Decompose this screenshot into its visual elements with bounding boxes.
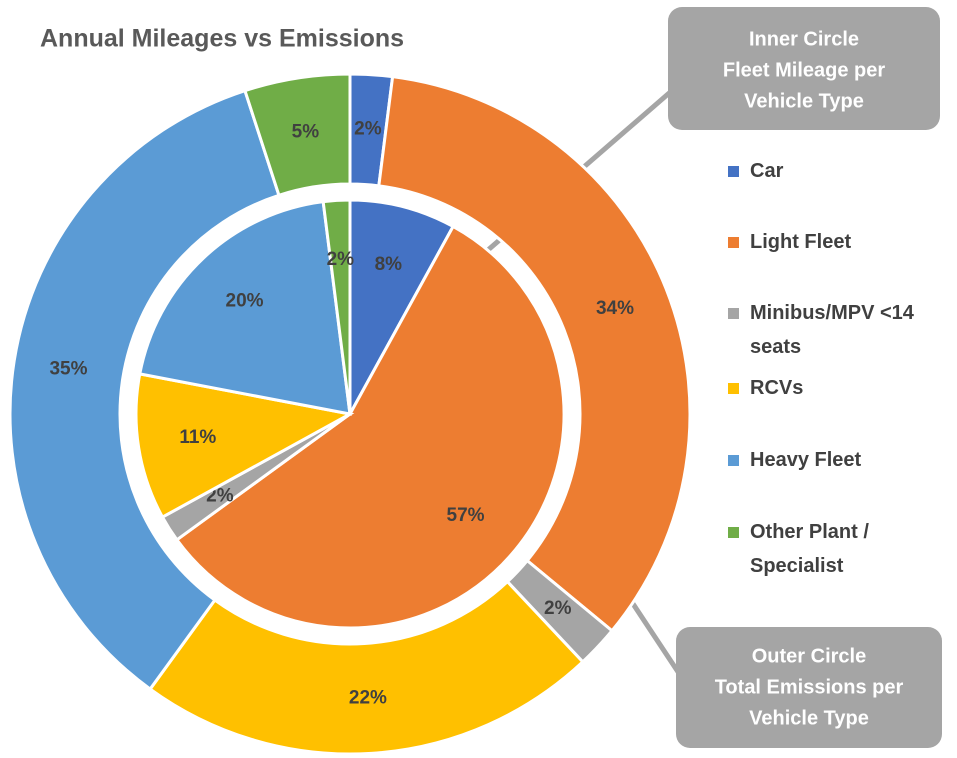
legend-item: Light Fleet xyxy=(728,225,953,259)
data-label: 20% xyxy=(226,291,264,312)
annotation-text: Outer Circle xyxy=(752,645,866,667)
pie-slice xyxy=(377,75,692,633)
data-label: 22% xyxy=(349,687,387,708)
annotation-box xyxy=(668,7,940,130)
annotation-text: Total Emissions per xyxy=(715,676,904,698)
legend-swatch xyxy=(728,237,739,248)
legend-item: Minibus/MPV <14 seats xyxy=(728,296,953,364)
data-label: 8% xyxy=(375,254,403,275)
data-label: 34% xyxy=(596,298,634,319)
legend-item: RCVs xyxy=(728,371,953,405)
data-label: 57% xyxy=(447,505,485,526)
legend-label: Other Plant / Specialist xyxy=(750,521,869,577)
data-label: 35% xyxy=(49,358,87,379)
legend-label: Heavy Fleet xyxy=(750,449,862,471)
pie-slice xyxy=(348,198,456,415)
pie-slice xyxy=(148,579,585,756)
data-label: 11% xyxy=(179,427,216,448)
data-label: 2% xyxy=(354,119,382,140)
pie-slice xyxy=(174,224,566,630)
annotation-text: Vehicle Type xyxy=(744,90,864,112)
legend-swatch xyxy=(728,455,739,466)
legend-swatch xyxy=(728,308,739,319)
legend-label: Minibus/MPV <14 seats xyxy=(750,302,914,358)
legend-item: Other Plant / Specialist xyxy=(728,515,953,583)
data-label: 5% xyxy=(292,122,320,143)
legend-item: Heavy Fleet xyxy=(728,443,953,477)
pie-slice xyxy=(243,72,352,198)
legend-label: Car xyxy=(750,160,784,182)
legend-swatch xyxy=(728,383,739,394)
annotation-text: Vehicle Type xyxy=(749,707,869,729)
pie-slice xyxy=(134,372,355,520)
legend-swatch xyxy=(728,166,739,177)
pie-slice xyxy=(321,198,352,415)
pie-slice xyxy=(8,88,281,692)
data-label: 2% xyxy=(544,598,572,619)
legend-item: Car xyxy=(728,154,953,188)
data-label: 2% xyxy=(327,249,355,270)
annotation-box xyxy=(676,627,942,748)
legend-label: RCVs xyxy=(750,377,804,399)
legend-swatch xyxy=(728,527,739,538)
annotation-text: Fleet Mileage per xyxy=(723,59,885,81)
chart-title: Annual Mileages vs Emissions xyxy=(40,25,404,53)
pie-slice xyxy=(138,200,352,416)
legend-label: Light Fleet xyxy=(750,231,852,253)
annotation-text: Inner Circle xyxy=(749,28,859,50)
